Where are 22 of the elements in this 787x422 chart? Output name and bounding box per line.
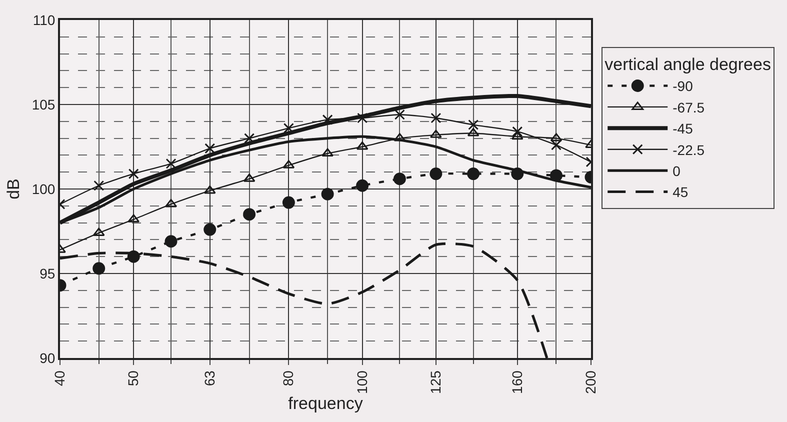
x-axis-title: frequency [288,394,364,413]
legend-label: -22.5 [672,142,705,158]
legend-label: 45 [672,184,688,200]
x-tick-label: 100 [354,370,370,394]
x-tick-label: 40 [52,370,68,386]
y-tick-label: 110 [32,12,56,28]
y-tick-label: 90 [40,350,56,366]
y-tick-label: 95 [40,265,56,282]
x-tick-label: 50 [125,370,142,386]
y-axis-title: dB [4,178,23,200]
legend-label: -67.5 [672,99,705,116]
y-tick-label: 100 [32,180,56,197]
x-tick-label: 80 [280,370,296,386]
legend-title: vertical angle degrees [604,55,771,74]
legend-label: -90 [672,78,694,94]
x-tick-label: 200 [582,370,599,394]
x-tick-label: 160 [508,370,525,394]
x-tick-label: 63 [201,370,218,386]
legend-label: -45 [672,120,694,137]
y-tick-label: 105 [32,96,56,112]
legend-label: 0 [672,163,681,179]
x-tick-label: 125 [427,370,444,394]
